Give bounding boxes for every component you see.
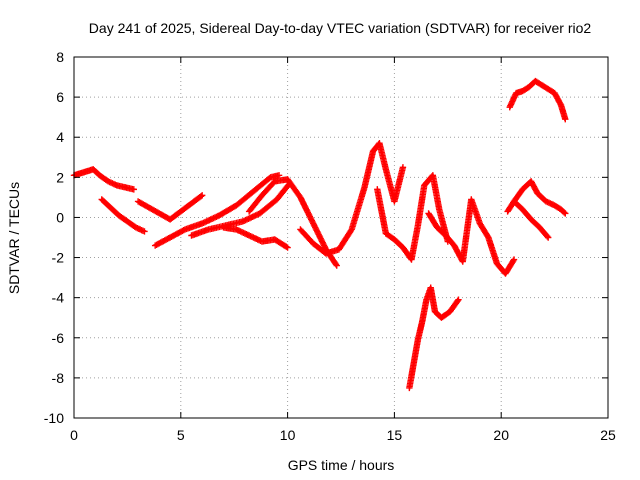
- x-tick-label: 15: [387, 427, 403, 443]
- y-tick-labels: -10 -8 -6 -4 -2 0 2 4 6 8: [44, 49, 64, 426]
- data-marks: [70, 77, 569, 392]
- series-arc-2: [98, 196, 148, 235]
- data-point: [510, 257, 517, 265]
- y-tick-label: 8: [56, 49, 64, 65]
- series-arc-3: [134, 192, 206, 223]
- series-arc-7: [245, 176, 340, 269]
- data-point: [399, 164, 407, 171]
- y-tick-label: -8: [52, 370, 65, 386]
- data-point: [275, 172, 283, 179]
- x-tick-label: 20: [493, 427, 509, 443]
- data-point: [332, 261, 340, 268]
- data-point: [455, 296, 462, 303]
- y-tick-label: -2: [52, 250, 65, 266]
- series-arc-9: [374, 172, 451, 263]
- y-tick-label: -4: [52, 290, 65, 306]
- series-arc-14: [506, 77, 569, 123]
- plot-frame: [73, 56, 609, 419]
- data-point: [454, 297, 461, 305]
- axis-ticks: [73, 56, 609, 419]
- x-tick-label: 0: [70, 427, 78, 443]
- series-arc-13: [510, 198, 552, 241]
- x-tick-labels: 0 5 10 15 20 25: [70, 427, 616, 443]
- series-arc-11: [406, 284, 462, 392]
- x-tick-label: 25: [600, 427, 616, 443]
- data-point: [561, 209, 568, 216]
- data-point: [333, 262, 340, 269]
- y-axis-label: SDTVAR / TECUs: [6, 182, 22, 294]
- y-tick-label: 0: [56, 209, 64, 225]
- data-point: [544, 234, 552, 241]
- data-point: [347, 227, 355, 235]
- y-tick-label: -10: [44, 410, 64, 426]
- y-tick-label: 2: [56, 169, 64, 185]
- grid: [74, 57, 608, 418]
- data-point: [198, 192, 206, 199]
- series-arc-10: [425, 196, 518, 277]
- series-arc-1: [70, 166, 138, 193]
- chart-title: Day 241 of 2025, Sidereal Day-to-day VTE…: [89, 20, 592, 36]
- data-point: [130, 186, 138, 193]
- y-tick-label: -6: [52, 330, 65, 346]
- data-point: [510, 256, 518, 263]
- series-arc-4: [151, 172, 283, 249]
- data-point: [562, 210, 569, 217]
- series-arc-12: [504, 178, 569, 217]
- data-point: [283, 243, 290, 250]
- y-tick-label: 6: [56, 89, 64, 105]
- x-axis-label: GPS time / hours: [288, 457, 395, 473]
- x-tick-label: 5: [177, 427, 185, 443]
- y-tick-label: 4: [56, 129, 64, 145]
- series-arc-6: [220, 224, 291, 251]
- data-point: [562, 115, 569, 123]
- series-arc-8: [297, 140, 407, 257]
- data-point: [284, 244, 291, 251]
- data-point: [141, 228, 148, 235]
- data-point: [197, 193, 205, 200]
- x-tick-label: 10: [280, 427, 296, 443]
- data-point: [544, 233, 551, 240]
